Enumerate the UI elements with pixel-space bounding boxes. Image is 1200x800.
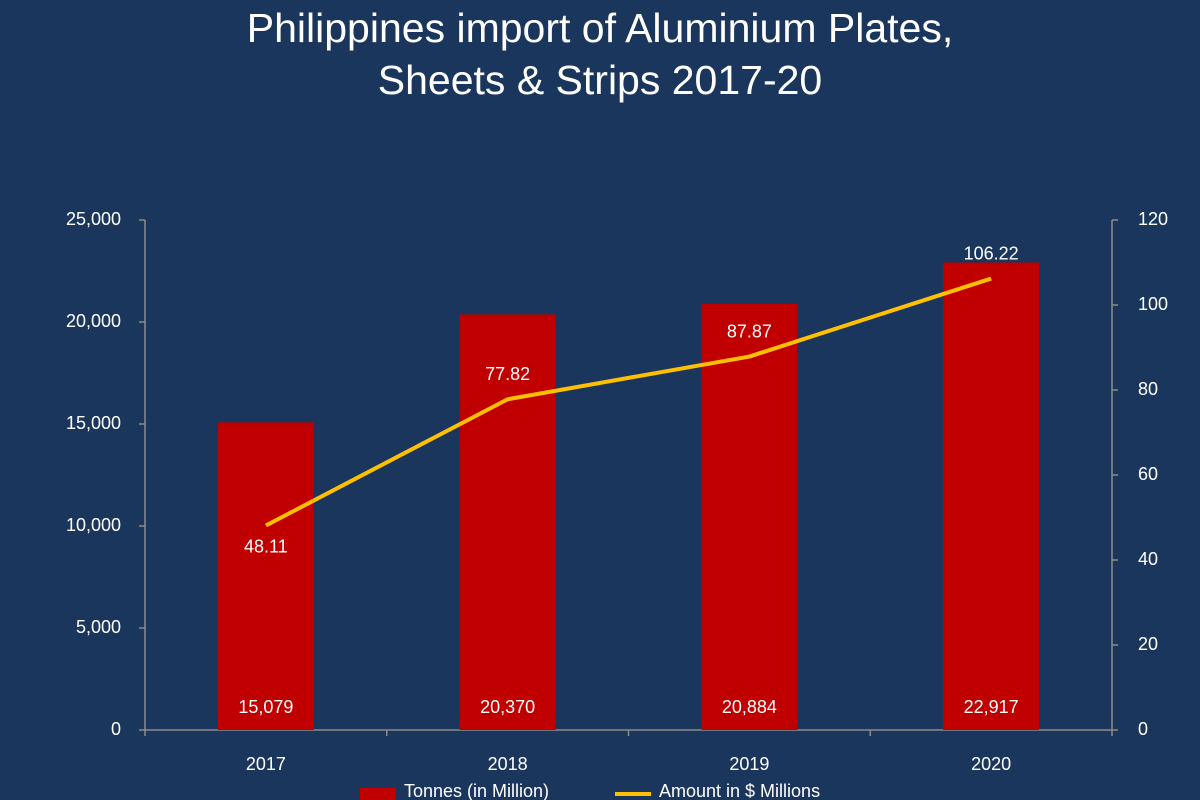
y-tick-label: 0	[111, 719, 121, 739]
bar	[459, 314, 556, 730]
bar-value-label: 22,917	[964, 697, 1019, 717]
legend-label: Amount in $ Millions	[659, 781, 820, 800]
bar-value-label: 20,370	[480, 697, 535, 717]
line-value-label: 106.22	[964, 243, 1019, 263]
chart-title: Philippines import of Aluminium Plates, …	[246, 5, 954, 103]
legend-label: Tonnes (in Million)	[404, 781, 549, 800]
x-tick-label: 2017	[246, 754, 286, 774]
x-tick-label: 2020	[971, 754, 1011, 774]
x-tick-label: 2019	[729, 754, 769, 774]
bar	[701, 303, 798, 730]
y-tick-label: 10,000	[66, 515, 121, 535]
y2-tick-label: 80	[1138, 379, 1158, 399]
bar-value-label: 15,079	[238, 697, 293, 717]
y-tick-label: 15,000	[66, 413, 121, 433]
y2-tick-label: 120	[1138, 209, 1168, 229]
x-tick-label: 2018	[488, 754, 528, 774]
y-tick-label: 5,000	[76, 617, 121, 637]
y2-tick-label: 20	[1138, 634, 1158, 654]
y2-tick-label: 60	[1138, 464, 1158, 484]
y2-tick-label: 40	[1138, 549, 1158, 569]
line-value-label: 48.11	[244, 536, 288, 556]
bar	[217, 422, 314, 730]
y2-tick-label: 0	[1138, 719, 1148, 739]
line-value-label: 77.82	[485, 364, 530, 384]
legend-swatch	[360, 788, 396, 800]
bar	[943, 262, 1040, 730]
line	[264, 276, 992, 528]
line-value-label: 87.87	[727, 321, 772, 341]
y2-tick-label: 100	[1138, 294, 1168, 314]
bar-value-label: 20,884	[722, 697, 777, 717]
y-tick-label: 25,000	[66, 209, 121, 229]
y-tick-label: 20,000	[66, 311, 121, 331]
